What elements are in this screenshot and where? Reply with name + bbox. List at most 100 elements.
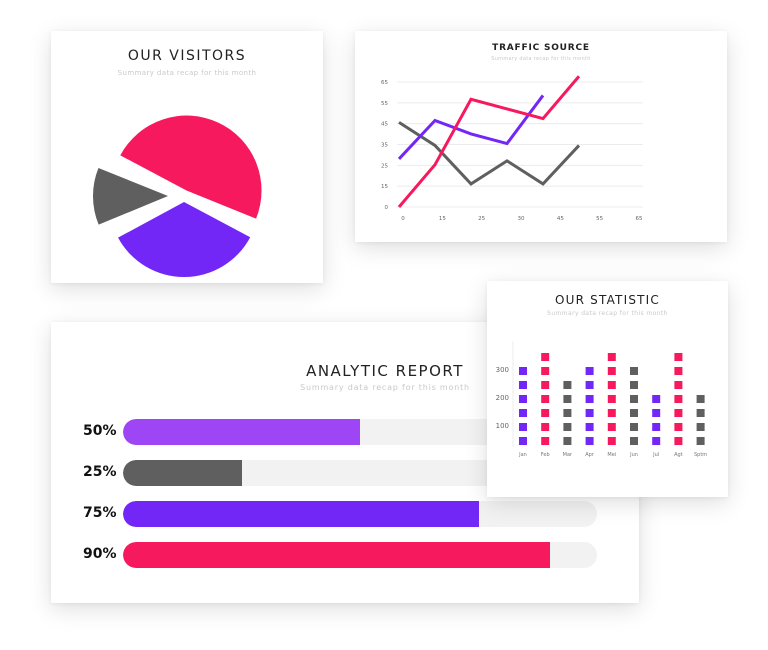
statistic-bar-square xyxy=(519,423,527,431)
visitors-card: OUR VISITORS Summary data recap for this… xyxy=(51,31,323,283)
statistic-bar-square xyxy=(630,409,638,417)
report-bar-fill xyxy=(123,419,360,445)
traffic-xtick: 30 xyxy=(518,216,525,222)
statistic-bar-square xyxy=(652,437,661,445)
traffic-xtick: 65 xyxy=(636,216,643,222)
report-title: ANALYTIC REPORT xyxy=(306,362,464,380)
statistic-bar-square xyxy=(607,395,616,403)
statistic-xtick: Agt xyxy=(674,452,683,458)
statistic-bar-square xyxy=(652,409,661,417)
statistic-xtick: Mei xyxy=(607,452,616,458)
report-bar-label: 50% xyxy=(83,423,117,439)
statistic-card: OUR STATISTIC Summary data recap for thi… xyxy=(487,281,728,497)
statistic-bar-square xyxy=(696,423,705,431)
statistic-xtick: Sptm xyxy=(694,452,707,458)
pie-slice-1 xyxy=(118,201,251,277)
visitors-title: OUR VISITORS xyxy=(127,48,247,64)
statistic-bar-square xyxy=(541,409,550,417)
traffic-xtick: 25 xyxy=(478,216,485,222)
statistic-bar-square xyxy=(674,367,683,375)
statistic-bar-square xyxy=(674,381,683,389)
traffic-xtick: 45 xyxy=(557,216,564,222)
report-bar-fill xyxy=(123,460,242,486)
statistic-bar-square xyxy=(519,381,527,389)
statistic-bar-square xyxy=(607,423,616,431)
statistic-xtick: Mar xyxy=(563,452,573,458)
statistic-xtick: Jan xyxy=(518,452,527,458)
statistic-bar-square xyxy=(652,395,661,403)
statistic-dot-bar-chart: 300 200 100 Jan Feb Mar Apr Mei Jun Jul Agt Sptm xyxy=(496,341,707,458)
traffic-title: TRAFFIC SOURCE xyxy=(492,43,590,53)
statistic-bar-square xyxy=(630,395,638,403)
statistic-bar-square xyxy=(585,409,594,417)
statistic-bar-square xyxy=(585,367,594,375)
statistic-bar-square xyxy=(541,381,550,389)
statistic-bar-square xyxy=(519,367,527,375)
statistic-bar-square xyxy=(607,381,616,389)
statistic-ytick: 300 xyxy=(496,366,509,374)
statistic-bar-square xyxy=(696,395,705,403)
visitors-subtitle: Summary data recap for this month xyxy=(117,69,257,77)
traffic-ytick: 35 xyxy=(381,143,388,149)
statistic-xtick: Jul xyxy=(652,452,659,458)
traffic-series-line-2 xyxy=(397,75,581,208)
statistic-bar-square xyxy=(585,395,594,403)
statistic-bar-square xyxy=(585,381,594,389)
traffic-xtick: 0 xyxy=(401,216,405,222)
statistic-bar-square xyxy=(607,409,616,417)
statistic-bar-square xyxy=(541,353,550,361)
report-bar-label: 75% xyxy=(83,505,117,521)
traffic-ytick: 15 xyxy=(381,184,388,190)
statistic-title: OUR STATISTIC xyxy=(554,293,660,307)
statistic-bar-square xyxy=(607,353,616,361)
traffic-series-line-0 xyxy=(398,121,581,186)
statistic-bar-square xyxy=(674,409,683,417)
traffic-line-chart: 65 55 45 35 25 15 0 0 15 25 30 45 55 65 xyxy=(381,75,643,222)
statistic-ytick: 200 xyxy=(496,394,509,402)
report-subtitle: Summary data recap for this month xyxy=(300,383,470,392)
traffic-ytick: 45 xyxy=(381,122,388,128)
statistic-bar-square xyxy=(563,409,572,417)
report-bar-track xyxy=(123,542,597,568)
visitors-pie-chart xyxy=(93,115,262,277)
statistic-bar-square xyxy=(519,437,527,445)
traffic-subtitle: Summary data recap for this month xyxy=(491,56,591,62)
statistic-bar-square xyxy=(674,395,683,403)
statistic-bar-square xyxy=(519,395,527,403)
statistic-bar-square xyxy=(607,437,616,445)
statistic-bar-square xyxy=(563,437,572,445)
statistic-bar-square xyxy=(652,423,661,431)
traffic-xtick: 55 xyxy=(596,216,603,222)
statistic-xtick: Feb xyxy=(541,452,550,458)
statistic-bar-square xyxy=(630,367,638,375)
statistic-bar-square xyxy=(696,409,705,417)
report-bar-label: 90% xyxy=(83,546,117,562)
statistic-bar-square xyxy=(519,409,527,417)
statistic-bar-square xyxy=(563,395,572,403)
traffic-card: TRAFFIC SOURCE Summary data recap for th… xyxy=(355,31,727,242)
statistic-subtitle: Summary data recap for this month xyxy=(547,310,668,317)
traffic-ytick: 65 xyxy=(381,80,388,86)
report-bar-fill xyxy=(123,542,550,568)
statistic-bar-square xyxy=(630,437,638,445)
statistic-bar-square xyxy=(541,423,550,431)
pie-slice-0 xyxy=(120,115,262,219)
traffic-series-line-1 xyxy=(397,94,545,160)
report-bar-label: 25% xyxy=(83,464,117,480)
statistic-bar-square xyxy=(563,381,572,389)
statistic-bar-square xyxy=(674,423,683,431)
traffic-ytick: 25 xyxy=(381,163,388,169)
statistic-xtick: Jun xyxy=(629,452,638,458)
statistic-bar-square xyxy=(585,437,594,445)
pie-slice-2 xyxy=(93,167,169,225)
traffic-ytick: 0 xyxy=(385,205,389,211)
statistic-bar-square xyxy=(607,367,616,375)
statistic-bar-square xyxy=(630,423,638,431)
statistic-bar-square xyxy=(541,367,550,375)
report-bar-fill xyxy=(123,501,479,527)
statistic-bar-square xyxy=(541,395,550,403)
statistic-bar-square xyxy=(585,423,594,431)
statistic-ytick: 100 xyxy=(496,422,509,430)
statistic-bar-square xyxy=(563,423,572,431)
statistic-bar-square xyxy=(541,437,550,445)
